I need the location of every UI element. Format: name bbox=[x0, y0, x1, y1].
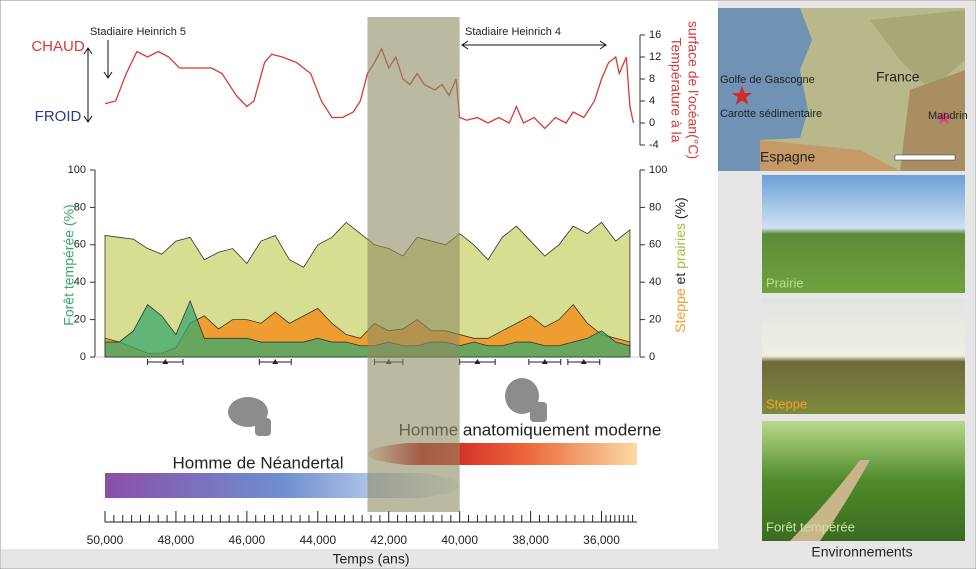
y2-axis-label-part: et bbox=[672, 273, 688, 285]
y2-tick-label: 20 bbox=[649, 314, 661, 326]
map-label: Espagne bbox=[760, 149, 815, 165]
arrow bbox=[83, 47, 93, 123]
annotation: CHAUD bbox=[31, 38, 85, 55]
arrow bbox=[103, 40, 113, 79]
y2-axis-label-part: (%) bbox=[672, 197, 688, 219]
map: Golfe de Gascogne Carotte sédimentaire F… bbox=[718, 8, 968, 171]
arrow bbox=[461, 40, 607, 50]
x-axis-label: Temps (ans) bbox=[332, 551, 409, 567]
date-point bbox=[162, 359, 169, 364]
skull-jaw bbox=[255, 418, 271, 436]
y2-tick-label: 0 bbox=[649, 351, 655, 363]
date-point bbox=[272, 359, 279, 364]
photo-forest bbox=[762, 421, 965, 541]
y-tick-label: 8 bbox=[649, 73, 655, 85]
photo-label: Steppe bbox=[766, 396, 807, 411]
map-label: France bbox=[876, 69, 920, 85]
date-point bbox=[474, 359, 481, 364]
y-tick-label: 0 bbox=[649, 117, 655, 129]
population-label: Homme de Néandertal bbox=[172, 453, 343, 472]
skull bbox=[228, 397, 271, 436]
caption: Environnements bbox=[811, 544, 912, 560]
date-point bbox=[541, 359, 548, 364]
path bbox=[790, 460, 870, 541]
y2-axis-label: Steppe et prairies (%) bbox=[672, 197, 688, 332]
annotation: Stadiaire Heinrich 5 bbox=[90, 26, 186, 38]
x-tick-label: 36,000 bbox=[583, 533, 620, 547]
plot: -4 0 4 8 12 16 Température à la surface de l'oc… bbox=[31, 17, 701, 567]
skull-jaw bbox=[530, 402, 547, 422]
y-tick-label: 40 bbox=[74, 276, 86, 288]
population-label: Homme anatomiquement moderne bbox=[399, 420, 662, 439]
x-tick-label: 42,000 bbox=[370, 533, 407, 547]
y-axis-label: surface de l'océan(°C) bbox=[685, 21, 701, 159]
date-point bbox=[580, 359, 587, 364]
map-label: Carotte sédimentaire bbox=[720, 108, 822, 120]
annotation: FROID bbox=[35, 108, 82, 125]
y2-tick-label: 40 bbox=[649, 276, 661, 288]
scale-bar bbox=[894, 154, 956, 161]
y-tick-label: 16 bbox=[649, 29, 661, 41]
site-star bbox=[937, 111, 951, 124]
x-tick-label: 48,000 bbox=[158, 533, 195, 547]
x-tick-label: 46,000 bbox=[229, 533, 266, 547]
y2-tick-label: 80 bbox=[649, 201, 661, 213]
map-label: Mandrin bbox=[928, 110, 968, 122]
y2-tick-label: 100 bbox=[649, 164, 667, 176]
land bbox=[870, 10, 965, 90]
annotation: Stadiaire Heinrich 4 bbox=[465, 26, 561, 38]
x-tick-label: 40,000 bbox=[441, 533, 478, 547]
photo-label: Forêt tempérée bbox=[766, 519, 855, 534]
photo-steppe bbox=[762, 298, 965, 414]
x-tick-label: 44,000 bbox=[299, 533, 336, 547]
photo-prairie bbox=[762, 175, 965, 293]
y-axis-label: Forêt tempérée (%) bbox=[61, 204, 77, 325]
y2-tick-label: 60 bbox=[649, 239, 661, 251]
y2-axis-label-part: Steppe bbox=[672, 288, 688, 333]
y-tick-label: -4 bbox=[649, 139, 659, 151]
y-axis-label: Température à la bbox=[668, 37, 684, 142]
y-tick-label: 4 bbox=[649, 95, 655, 107]
y-tick-label: 100 bbox=[68, 164, 86, 176]
y-tick-label: 0 bbox=[80, 351, 86, 363]
y-tick-label: 80 bbox=[74, 201, 86, 213]
spain bbox=[760, 140, 900, 171]
skull bbox=[505, 378, 547, 422]
y-tick-label: 60 bbox=[74, 239, 86, 251]
map-label: Golfe de Gascogne bbox=[720, 74, 815, 86]
core-star bbox=[732, 86, 752, 105]
x-tick-label: 38,000 bbox=[512, 533, 549, 547]
mountains bbox=[900, 70, 965, 171]
x-tick-label: 50,000 bbox=[87, 533, 124, 547]
photo-label: Prairie bbox=[766, 275, 804, 290]
bottom-strip bbox=[1, 549, 718, 568]
y2-axis-label-part: prairies bbox=[672, 223, 688, 269]
y-tick-label: 12 bbox=[649, 51, 661, 63]
highlight-band bbox=[367, 17, 460, 512]
y-tick-label: 20 bbox=[74, 314, 86, 326]
